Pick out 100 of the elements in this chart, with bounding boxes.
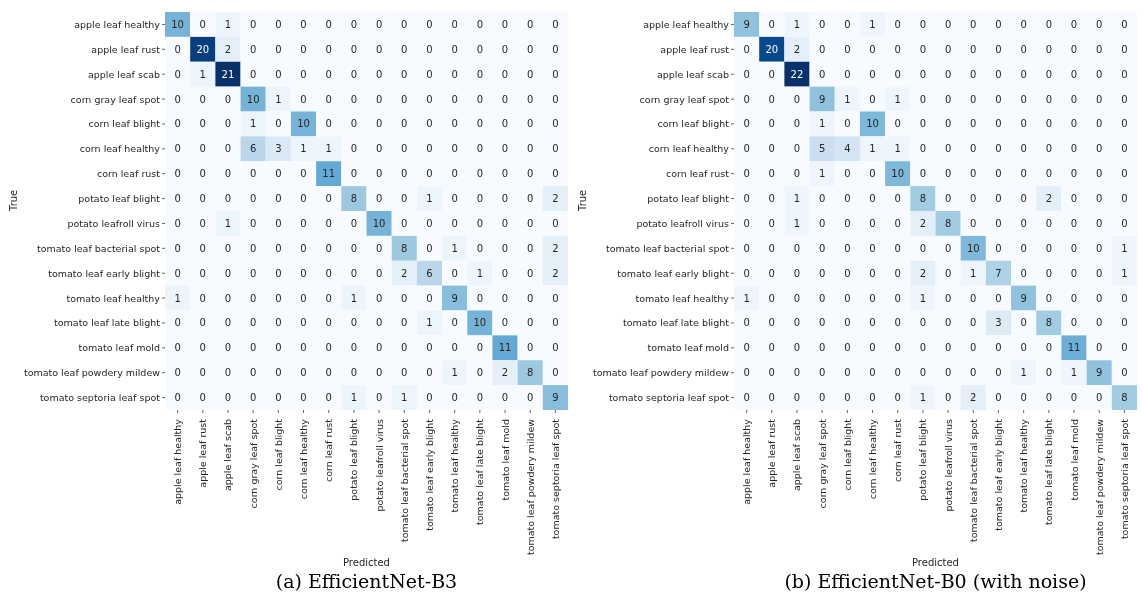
data-label: 0	[275, 267, 282, 279]
data-label: 0	[1121, 118, 1128, 130]
data-label: 0	[1045, 43, 1053, 55]
data-label: 0	[793, 93, 801, 105]
data-label: 0	[476, 367, 484, 379]
data-label: 0	[768, 93, 775, 105]
data-label: 0	[174, 317, 181, 329]
data-label: 0	[844, 43, 851, 55]
data-label: 0	[401, 367, 408, 379]
data-label: 1	[300, 143, 307, 155]
data-label: 0	[426, 68, 433, 80]
x-tick-label: tomato leaf powdery mildew	[1093, 418, 1105, 556]
data-label: 0	[275, 317, 282, 329]
data-label: 0	[174, 93, 181, 105]
data-label: 0	[995, 68, 1002, 80]
data-label: 1	[249, 118, 257, 130]
data-label: 0	[174, 267, 181, 279]
data-label: 0	[768, 118, 775, 130]
data-label: 0	[894, 342, 901, 354]
data-label: 0	[527, 242, 534, 254]
data-label: 11	[1067, 342, 1081, 354]
data-label: 0	[743, 168, 750, 180]
data-label: 2	[1045, 193, 1053, 205]
data-label: 0	[743, 143, 750, 155]
data-label: 8	[944, 217, 952, 229]
data-label: 0	[476, 168, 484, 180]
data-label: 0	[527, 118, 534, 130]
data-label: 0	[350, 242, 358, 254]
data-label: 0	[894, 217, 901, 229]
data-label: 0	[249, 43, 257, 55]
data-label: 10	[297, 118, 310, 130]
data-label: 1	[1020, 367, 1027, 379]
data-label: 1	[894, 143, 901, 155]
data-label: 0	[743, 367, 750, 379]
data-label: 0	[1070, 143, 1078, 155]
data-label: 0	[325, 93, 332, 105]
data-label: 0	[944, 118, 952, 130]
data-label: 2	[224, 43, 232, 55]
data-label: 0	[1121, 292, 1128, 304]
data-label: 0	[944, 143, 952, 155]
data-label: 1	[174, 292, 181, 304]
data-label: 0	[1096, 18, 1103, 30]
data-label: 9	[743, 18, 750, 30]
data-label: 0	[375, 367, 383, 379]
data-label: 1	[1070, 367, 1078, 379]
data-label: 9	[552, 392, 559, 404]
data-label: 0	[1096, 118, 1103, 130]
data-label: 0	[919, 68, 927, 80]
data-label: 3	[995, 317, 1002, 329]
data-label: 0	[174, 242, 181, 254]
data-label: 1	[275, 93, 282, 105]
data-label: 0	[426, 118, 433, 130]
data-label: 0	[451, 93, 458, 105]
data-label: 0	[275, 168, 282, 180]
data-label: 0	[869, 68, 876, 80]
data-label: 0	[768, 18, 775, 30]
data-label: 0	[1045, 143, 1053, 155]
data-label: 0	[451, 193, 458, 205]
data-label: 0	[1121, 168, 1128, 180]
data-label: 0	[249, 193, 257, 205]
data-label: 0	[224, 242, 232, 254]
data-label: 0	[1070, 242, 1078, 254]
data-label: 0	[375, 267, 383, 279]
data-label: 11	[322, 168, 336, 180]
data-label: 1	[325, 143, 332, 155]
data-label: 0	[1121, 18, 1128, 30]
data-label: 0	[869, 392, 876, 404]
data-label: 0	[350, 267, 358, 279]
data-label: 0	[552, 217, 559, 229]
data-label: 0	[1096, 267, 1103, 279]
data-label: 0	[919, 18, 927, 30]
data-label: 0	[527, 342, 534, 354]
data-label: 2	[793, 43, 801, 55]
data-label: 0	[844, 342, 851, 354]
data-label: 0	[1045, 93, 1053, 105]
data-label: 0	[768, 367, 775, 379]
data-label: 0	[501, 68, 509, 80]
data-label: 0	[818, 342, 826, 354]
data-label: 11	[498, 342, 512, 354]
data-label: 0	[174, 118, 181, 130]
data-label: 9	[818, 93, 826, 105]
data-label: 0	[743, 317, 750, 329]
data-label: 1	[350, 392, 358, 404]
data-label: 0	[527, 267, 534, 279]
data-label: 20	[196, 43, 210, 55]
data-label: 0	[275, 292, 282, 304]
data-label: 0	[249, 392, 257, 404]
x-tick-label: tomato septoria leaf spot	[1118, 418, 1130, 540]
data-label: 0	[1020, 68, 1027, 80]
y-tick-label: apple leaf rust	[91, 43, 161, 55]
data-label: 0	[451, 317, 458, 329]
data-label: 0	[743, 43, 750, 55]
data-label: 0	[401, 68, 408, 80]
data-label: 0	[1096, 217, 1103, 229]
data-label: 0	[944, 168, 952, 180]
data-label: 0	[1121, 317, 1128, 329]
data-label: 0	[426, 367, 433, 379]
data-label: 0	[1020, 342, 1027, 354]
data-label: 0	[743, 392, 750, 404]
data-label: 0	[919, 168, 927, 180]
